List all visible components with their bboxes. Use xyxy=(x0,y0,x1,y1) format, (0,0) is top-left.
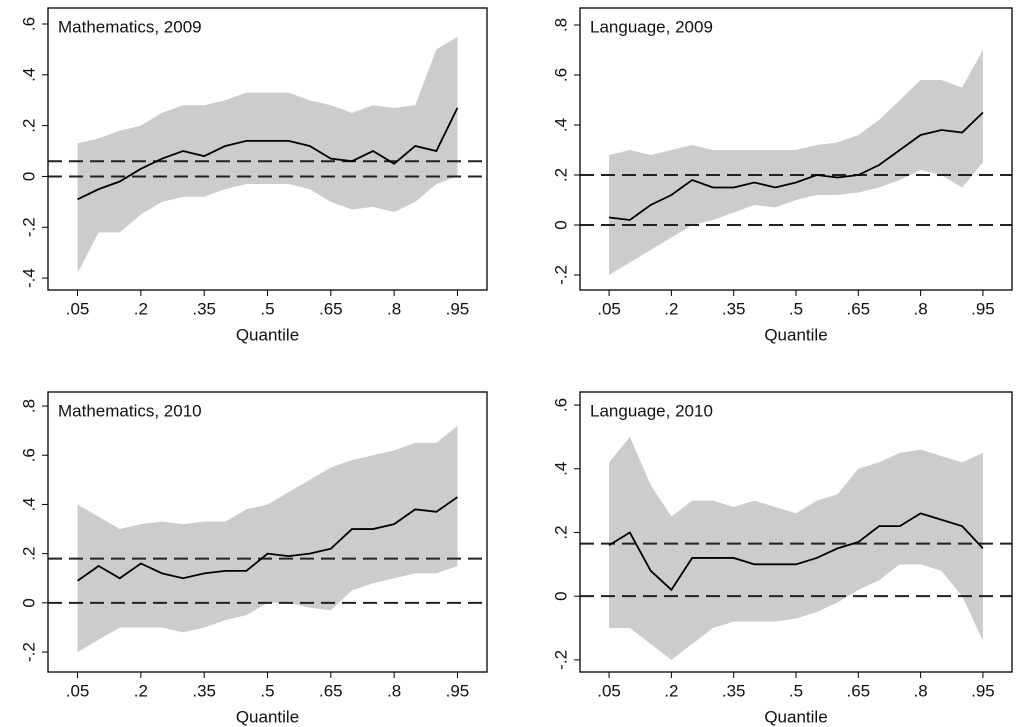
y-tick-label: -.2 xyxy=(19,642,38,662)
panel-title: Language, 2009 xyxy=(590,17,713,36)
y-tick-label: .2 xyxy=(19,119,38,133)
x-tick-label: .65 xyxy=(846,681,870,700)
x-tick-label: .8 xyxy=(914,681,928,700)
x-axis-label: Quantile xyxy=(764,325,827,344)
x-tick-label: .05 xyxy=(66,681,90,700)
x-tick-label: .95 xyxy=(446,299,470,318)
y-tick-label: .4 xyxy=(19,497,38,511)
x-tick-label: .2 xyxy=(134,681,148,700)
x-tick-label: .05 xyxy=(66,299,90,318)
x-tick-label: .95 xyxy=(971,681,995,700)
y-tick-label: -.2 xyxy=(551,265,570,285)
x-tick-label: .5 xyxy=(260,681,274,700)
y-tick-label: .4 xyxy=(551,118,570,132)
y-tick-label: .2 xyxy=(19,547,38,561)
x-axis-label: Quantile xyxy=(236,707,299,726)
y-tick-label: .2 xyxy=(551,525,570,539)
x-tick-label: .8 xyxy=(914,299,928,318)
estimate-line xyxy=(608,512,984,592)
y-tick-label: 0 xyxy=(551,591,570,600)
x-tick-label: .05 xyxy=(597,681,621,700)
x-tick-label: .05 xyxy=(597,299,621,318)
y-tick-label: 0 xyxy=(19,172,38,181)
x-tick-label: .2 xyxy=(664,299,678,318)
x-tick-label: .5 xyxy=(260,299,274,318)
estimate-line xyxy=(77,107,459,201)
y-tick-label: .6 xyxy=(551,398,570,412)
y-tick-label: .8 xyxy=(19,399,38,413)
y-tick-label: .4 xyxy=(19,68,38,82)
x-tick-label: .95 xyxy=(446,681,470,700)
x-axis-label: Quantile xyxy=(764,707,827,726)
confidence-band xyxy=(77,425,458,653)
x-tick-label: .8 xyxy=(387,299,401,318)
y-tick-label: .8 xyxy=(551,18,570,32)
x-tick-label: .35 xyxy=(192,299,216,318)
estimate-line xyxy=(77,496,458,582)
x-tick-label: .65 xyxy=(846,299,870,318)
y-tick-label: -.2 xyxy=(19,217,38,237)
confidence-band xyxy=(77,36,458,273)
x-tick-label: .35 xyxy=(722,299,746,318)
panel-title: Mathematics, 2009 xyxy=(58,17,202,36)
x-tick-label: .65 xyxy=(319,299,343,318)
estimate-line xyxy=(608,111,984,221)
y-tick-label: .6 xyxy=(551,68,570,82)
y-tick-label: .4 xyxy=(551,462,570,476)
x-tick-label: .5 xyxy=(789,299,803,318)
y-tick-label: .2 xyxy=(551,168,570,182)
x-tick-label: .2 xyxy=(134,299,148,318)
x-tick-label: .65 xyxy=(319,681,343,700)
x-tick-label: .2 xyxy=(664,681,678,700)
panel-title: Mathematics, 2010 xyxy=(58,401,202,420)
y-tick-label: .6 xyxy=(19,448,38,462)
confidence-band xyxy=(609,436,983,660)
x-tick-label: .35 xyxy=(722,681,746,700)
x-tick-label: .8 xyxy=(387,681,401,700)
panel-title: Language, 2010 xyxy=(590,401,713,420)
x-axis-label: Quantile xyxy=(236,325,299,344)
y-tick-label: -.2 xyxy=(551,650,570,670)
y-tick-label: -.4 xyxy=(19,268,38,288)
x-tick-label: .35 xyxy=(192,681,216,700)
y-tick-label: 0 xyxy=(19,598,38,607)
y-tick-label: .6 xyxy=(19,17,38,31)
confidence-band xyxy=(609,50,983,275)
y-tick-label: 0 xyxy=(551,220,570,229)
x-tick-label: .5 xyxy=(789,681,803,700)
x-tick-label: .95 xyxy=(971,299,995,318)
